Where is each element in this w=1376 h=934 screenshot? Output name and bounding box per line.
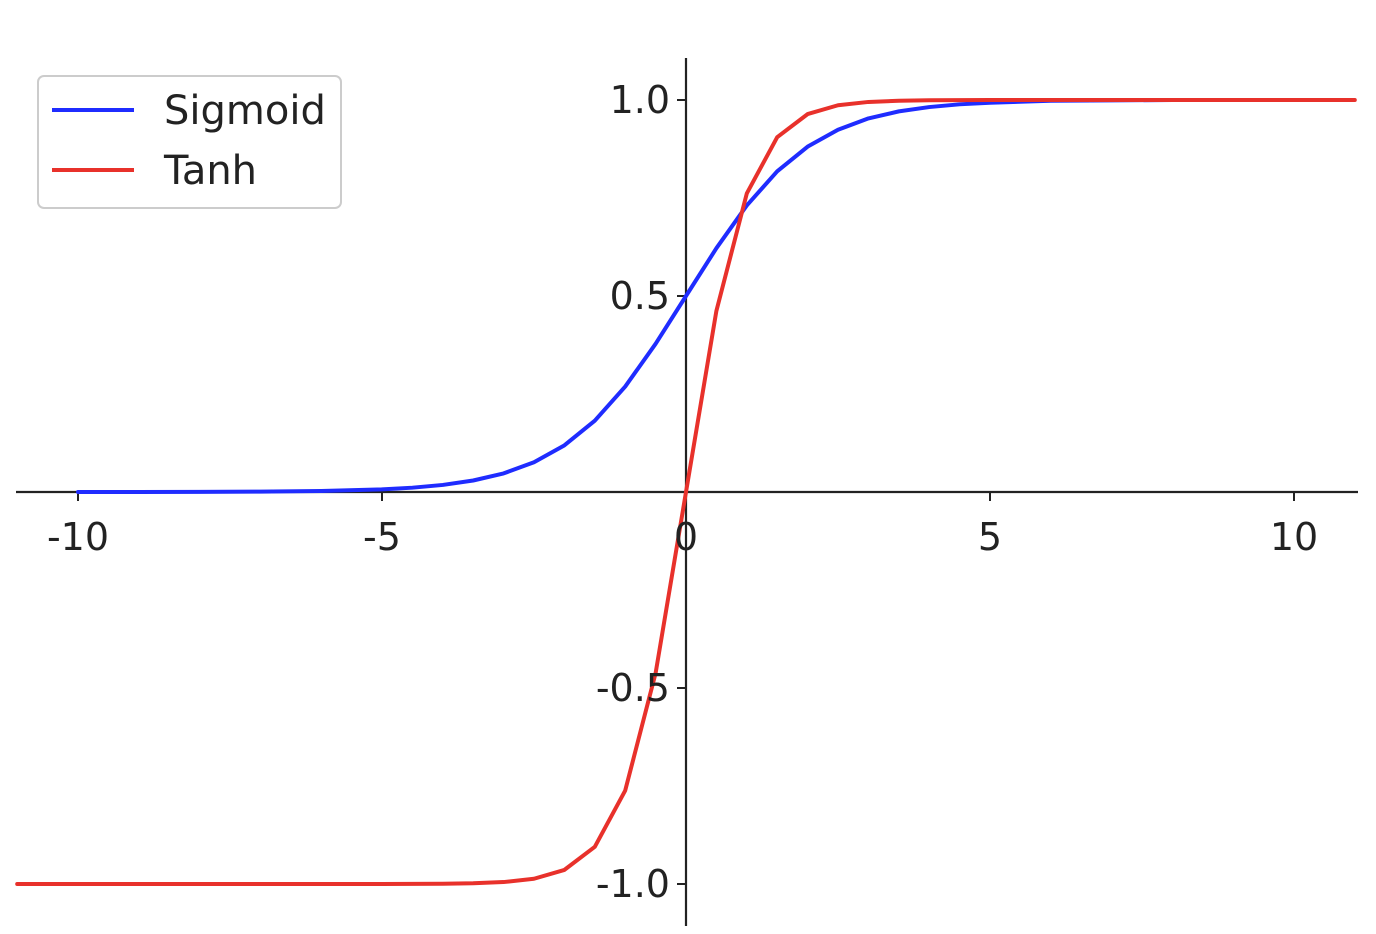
y-tick-label: -1.0 bbox=[596, 862, 670, 906]
series-line-sigmoid bbox=[76, 98, 1296, 494]
x-tick-label: -5 bbox=[363, 515, 401, 559]
series-layer bbox=[15, 98, 1357, 886]
series-line-tanh bbox=[15, 98, 1357, 886]
legend-label-tanh: Tanh bbox=[163, 148, 257, 194]
x-tick-label: 10 bbox=[1270, 515, 1318, 559]
legend: Sigmoid Tanh bbox=[37, 75, 342, 209]
y-tick-label: -0.5 bbox=[596, 666, 670, 710]
legend-label-sigmoid: Sigmoid bbox=[164, 88, 326, 134]
x-tick-label: -10 bbox=[47, 515, 109, 559]
y-tick-label: 1.0 bbox=[610, 78, 670, 122]
y-tick-label: 0.5 bbox=[610, 274, 670, 318]
tick-labels: -10 -5 0 5 10 -1.0 -0.5 0.5 1.0 bbox=[47, 78, 1318, 906]
x-tick-label: 5 bbox=[978, 515, 1002, 559]
x-tick-label: 0 bbox=[674, 515, 698, 559]
